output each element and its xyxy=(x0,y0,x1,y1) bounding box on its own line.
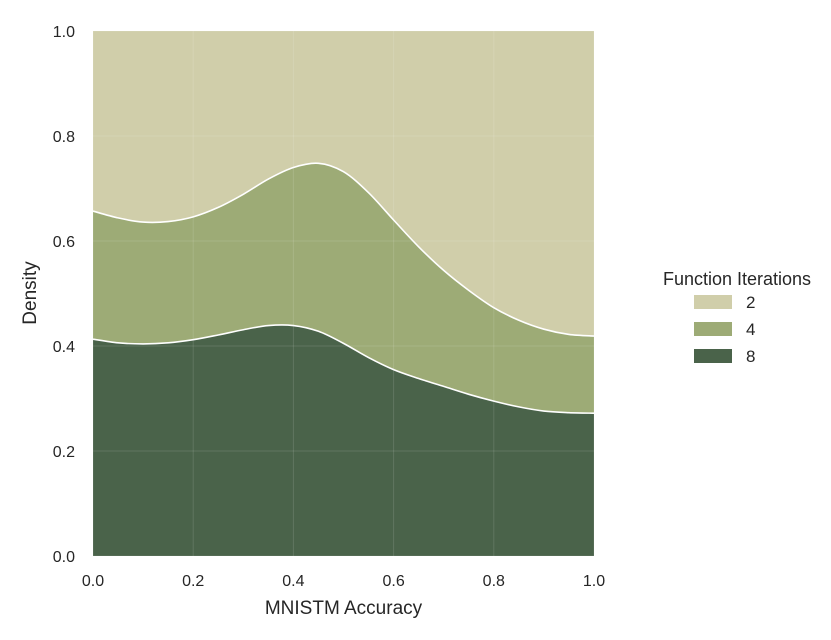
x-tick-label: 0.0 xyxy=(82,573,104,590)
x-tick-label: 0.8 xyxy=(483,573,505,590)
x-axis-ticks: 0.0 0.2 0.4 0.6 0.8 1.0 xyxy=(82,573,605,590)
legend-swatch-2 xyxy=(694,295,732,309)
y-tick-label: 1.0 xyxy=(53,24,75,41)
area-layers xyxy=(93,31,594,556)
plot-area xyxy=(92,30,595,557)
legend-entries: 2 4 8 xyxy=(694,293,755,366)
boundary-line-4 xyxy=(92,162,595,337)
boundary-lines xyxy=(92,162,595,414)
legend: Function Iterations 2 4 8 xyxy=(663,269,811,366)
y-tick-label: 0.6 xyxy=(53,234,75,251)
y-tick-label: 0.0 xyxy=(53,549,75,566)
x-tick-label: 0.2 xyxy=(182,573,204,590)
legend-label-4: 4 xyxy=(746,320,755,339)
y-axis-label: Density xyxy=(20,261,41,325)
legend-swatch-4 xyxy=(694,322,732,336)
x-tick-label: 0.6 xyxy=(382,573,404,590)
x-tick-label: 0.4 xyxy=(282,573,304,590)
y-tick-label: 0.2 xyxy=(53,444,75,461)
legend-label-8: 8 xyxy=(746,347,755,366)
boundary-line-8 xyxy=(92,324,595,414)
legend-swatch-8 xyxy=(694,349,732,363)
legend-label-2: 2 xyxy=(746,293,755,312)
x-axis-label: MNISTM Accuracy xyxy=(265,598,423,619)
grid-lines xyxy=(92,30,595,557)
legend-title: Function Iterations xyxy=(663,269,811,289)
x-tick-label: 1.0 xyxy=(583,573,605,590)
area-series-8 xyxy=(93,324,594,556)
y-tick-label: 0.4 xyxy=(53,339,75,356)
y-axis-ticks: 0.0 0.2 0.4 0.6 0.8 1.0 xyxy=(53,24,75,566)
y-tick-label: 0.8 xyxy=(53,129,75,146)
